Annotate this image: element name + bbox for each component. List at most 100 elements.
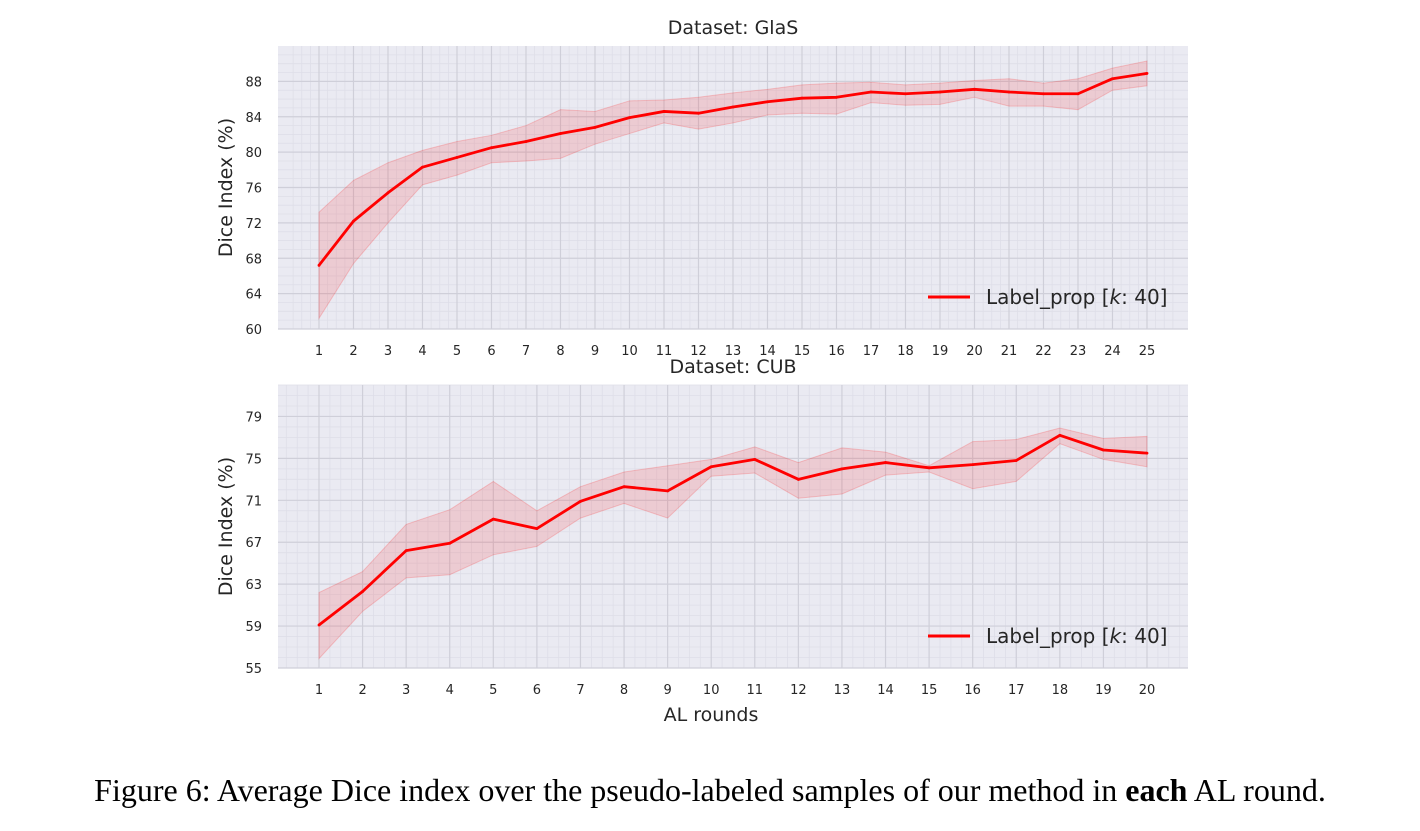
cub-x-tick-label: 9 <box>663 683 671 698</box>
cub-data-point <box>404 549 408 553</box>
cub-x-tick-label: 15 <box>921 683 938 698</box>
glas-x-tick-label: 21 <box>1001 344 1018 359</box>
cub-data-point <box>796 477 800 481</box>
cub-x-tick-label: 10 <box>703 683 720 698</box>
cub-x-tick-label: 6 <box>533 683 541 698</box>
glas-x-tick-label: 19 <box>932 344 949 359</box>
glas-x-tick-label: 24 <box>1104 344 1121 359</box>
cub-y-tick-label: 63 <box>245 578 262 593</box>
cub-x-tick-label: 7 <box>576 683 584 698</box>
cub-data-point <box>709 465 713 469</box>
glas-y-tick-label: 64 <box>245 288 262 303</box>
cub-x-tick-labels: 1 2 3 4 5 6 7 8 9 10 11 12 13 14 15 16 17 18 19 20 <box>315 683 1155 698</box>
glas-data-point <box>1111 77 1114 81</box>
glas-y-tick-label: 88 <box>245 75 262 90</box>
glas-data-point <box>869 90 873 94</box>
cub-x-tick-label: 1 <box>315 683 323 698</box>
glas-data-point <box>1076 92 1080 96</box>
cub-data-point <box>666 489 670 493</box>
glas-data-point <box>766 100 769 104</box>
glas-x-tick-label: 16 <box>828 344 845 359</box>
glas-data-point <box>352 219 355 223</box>
cub-legend-label: Label_prop [k: 40] <box>986 624 1167 648</box>
glas-y-tick-labels: 60 64 68 72 76 80 84 88 <box>245 75 262 338</box>
glas-y-tick-label: 76 <box>245 182 262 197</box>
cub-x-tick-label: 5 <box>489 683 497 698</box>
cub-data-point <box>927 466 931 470</box>
cub-x-tick-label: 14 <box>877 683 894 698</box>
glas-data-point <box>973 87 976 91</box>
glas-data-point <box>904 92 907 96</box>
glas-data-point <box>559 132 562 135</box>
cub-x-tick-label: 16 <box>964 683 981 698</box>
glas-x-tick-label: 4 <box>418 344 426 359</box>
glas-data-point <box>1145 72 1149 75</box>
glas-data-point <box>1042 92 1045 96</box>
cub-x-tick-label: 11 <box>747 683 764 698</box>
glas-data-point <box>835 95 838 99</box>
caption-prefix: Figure 6: Average Dice index over the ps… <box>94 772 1126 808</box>
cub-x-tick-label: 19 <box>1095 683 1112 698</box>
cub-legend: Label_prop [k: 40] <box>928 624 1167 648</box>
glas-series-line <box>317 72 1149 267</box>
cub-x-tick-label: 18 <box>1052 683 1069 698</box>
cub-y-tick-label: 71 <box>245 494 262 509</box>
cub-x-axis-label: AL rounds <box>664 704 759 726</box>
cub-band-area <box>318 427 1148 660</box>
cub-y-tick-label: 59 <box>245 620 262 635</box>
cub-x-tick-label: 8 <box>620 683 628 698</box>
glas-grid <box>278 46 1188 330</box>
glas-legend-label: Label_prop [k: 40] <box>986 285 1167 309</box>
glas-y-tick-label: 84 <box>245 111 262 126</box>
glas-x-tick-label: 15 <box>794 344 811 359</box>
glas-x-tick-label: 23 <box>1070 344 1087 359</box>
cub-x-tick-label: 17 <box>1008 683 1025 698</box>
cub-y-tick-label: 67 <box>245 536 262 551</box>
cub-x-tick-label: 12 <box>790 683 807 698</box>
glas-x-tick-label: 12 <box>690 344 707 359</box>
cub-y-tick-labels: 55 59 63 67 71 75 79 <box>245 410 262 677</box>
glas-data-point <box>421 165 424 169</box>
glas-data-point <box>524 140 528 143</box>
glas-x-tick-label: 2 <box>349 344 357 359</box>
glas-x-tick-label: 10 <box>621 344 638 359</box>
cub-x-tick-label: 3 <box>402 683 410 698</box>
glas-y-tick-label: 68 <box>245 252 262 267</box>
cub-y-tick-label: 55 <box>245 662 262 677</box>
cub-data-point <box>448 541 452 545</box>
glas-x-tick-label: 3 <box>384 344 392 359</box>
cub-data-point <box>535 527 539 530</box>
glas-legend: Label_prop [k: 40] <box>928 285 1167 309</box>
glas-data-point <box>662 110 666 113</box>
cub-confidence-band <box>318 427 1148 660</box>
glas-x-tick-label: 17 <box>863 344 880 359</box>
glas-chart-panel: 1 2 3 4 5 6 7 8 9 10 11 12 13 14 15 16 17 18 19 20 21 22 23 24 2… <box>215 17 1188 359</box>
glas-data-point <box>490 146 493 150</box>
glas-x-tick-label: 5 <box>453 344 461 359</box>
glas-y-axis-label: Dice Index (%) <box>215 118 237 257</box>
glas-data-point <box>938 90 942 94</box>
glas-data-point <box>800 96 804 100</box>
glas-x-tick-labels: 1 2 3 4 5 6 7 8 9 10 11 12 13 14 15 16 17 18 19 20 21 22 23 24 2… <box>315 344 1155 359</box>
cub-series-line <box>317 433 1149 627</box>
glas-x-tick-label: 1 <box>315 344 323 359</box>
cub-grid <box>278 384 1188 669</box>
glas-data-point <box>731 105 735 109</box>
cub-data-point <box>361 590 364 593</box>
glas-confidence-band <box>318 60 1148 321</box>
cub-y-axis-label: Dice Index (%) <box>215 457 237 596</box>
glas-x-tick-label: 11 <box>656 344 673 359</box>
glas-x-tick-label: 9 <box>591 344 599 359</box>
glas-data-point <box>455 156 459 159</box>
caption-suffix: AL round. <box>1187 772 1326 808</box>
glas-data-point <box>1007 90 1011 94</box>
cub-data-point <box>579 499 582 503</box>
cub-data-point <box>1058 433 1062 437</box>
glas-data-point <box>697 111 700 115</box>
cub-y-tick-label: 79 <box>245 410 262 425</box>
caption-bold-word: each <box>1125 772 1188 808</box>
glas-y-tick-label: 60 <box>245 323 262 338</box>
glas-data-point <box>628 116 631 120</box>
glas-x-tick-label: 14 <box>759 344 776 359</box>
cub-data-point <box>840 467 844 471</box>
